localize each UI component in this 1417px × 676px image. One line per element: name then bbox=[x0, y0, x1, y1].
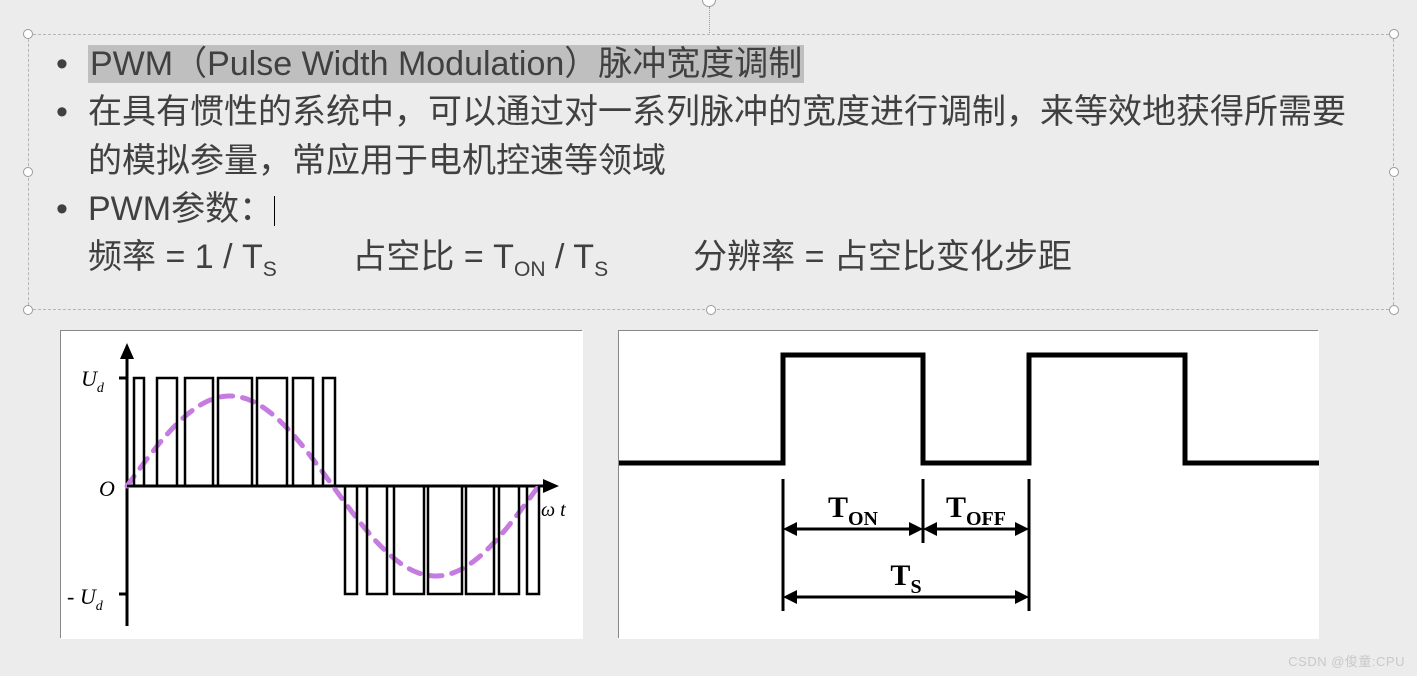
formula-duty-sub2: S bbox=[594, 258, 608, 281]
bullet-1-text: PWM（Pulse Width Modulation）脉冲宽度调制 bbox=[88, 45, 804, 83]
bullet-item-1: • PWM（Pulse Width Modulation）脉冲宽度调制 bbox=[56, 40, 1376, 88]
formula-row: 频率 = 1 / TS 占空比 = TON / TS 分辨率 = 占空比变化步距 bbox=[56, 233, 1376, 285]
bullet-dot-icon: • bbox=[56, 185, 88, 233]
formula-res: 分辨率 = 占空比变化步距 bbox=[693, 238, 1072, 276]
bullet-dot-icon: • bbox=[56, 88, 88, 185]
resize-handle-ne[interactable] bbox=[1389, 29, 1399, 39]
rotate-stem bbox=[709, 7, 710, 35]
figure-left: Ud- UdOω t bbox=[60, 330, 582, 638]
bullet-3-text: PWM参数： bbox=[88, 190, 273, 228]
formula-freq: 频率 = 1 / T bbox=[88, 238, 263, 276]
watermark-text: CSDN @俊童:CPU bbox=[1288, 651, 1405, 670]
figure-row: Ud- UdOω t TONTOFFTS bbox=[60, 330, 1318, 638]
resize-handle-se[interactable] bbox=[1389, 305, 1399, 315]
rotate-handle[interactable] bbox=[702, 0, 716, 7]
formula-duty: 占空比 = T bbox=[352, 238, 514, 276]
bullet-dot-icon: • bbox=[56, 40, 88, 88]
resize-handle-e[interactable] bbox=[1389, 167, 1399, 177]
formula-text: 频率 = 1 / TS 占空比 = TON / TS 分辨率 = 占空比变化步距 bbox=[88, 233, 1376, 285]
text-cursor bbox=[274, 196, 275, 226]
bullet-item-2: • 在具有惯性的系统中，可以通过对一系列脉冲的宽度进行调制，来等效地获得所需要的… bbox=[56, 88, 1376, 185]
figure-right: TONTOFFTS bbox=[618, 330, 1318, 638]
pwm-period-chart: TONTOFFTS bbox=[619, 331, 1319, 639]
bullet-item-3: • PWM参数： bbox=[56, 185, 1376, 233]
resize-handle-s[interactable] bbox=[706, 305, 716, 315]
resize-handle-sw[interactable] bbox=[23, 305, 33, 315]
svg-text:O: O bbox=[99, 476, 115, 501]
bullet-2-text: 在具有惯性的系统中，可以通过对一系列脉冲的宽度进行调制，来等效地获得所需要的模拟… bbox=[88, 88, 1376, 185]
formula-duty-sub1: ON bbox=[514, 258, 546, 281]
resize-handle-nw[interactable] bbox=[23, 29, 33, 39]
formula-freq-sub: S bbox=[263, 258, 277, 281]
pwm-sine-chart: Ud- UdOω t bbox=[61, 331, 583, 639]
formula-duty-mid: / T bbox=[546, 238, 595, 276]
svg-text:ω t: ω t bbox=[541, 499, 566, 521]
resize-handle-w[interactable] bbox=[23, 167, 33, 177]
bullet-list: • PWM（Pulse Width Modulation）脉冲宽度调制 • 在具… bbox=[56, 40, 1376, 285]
